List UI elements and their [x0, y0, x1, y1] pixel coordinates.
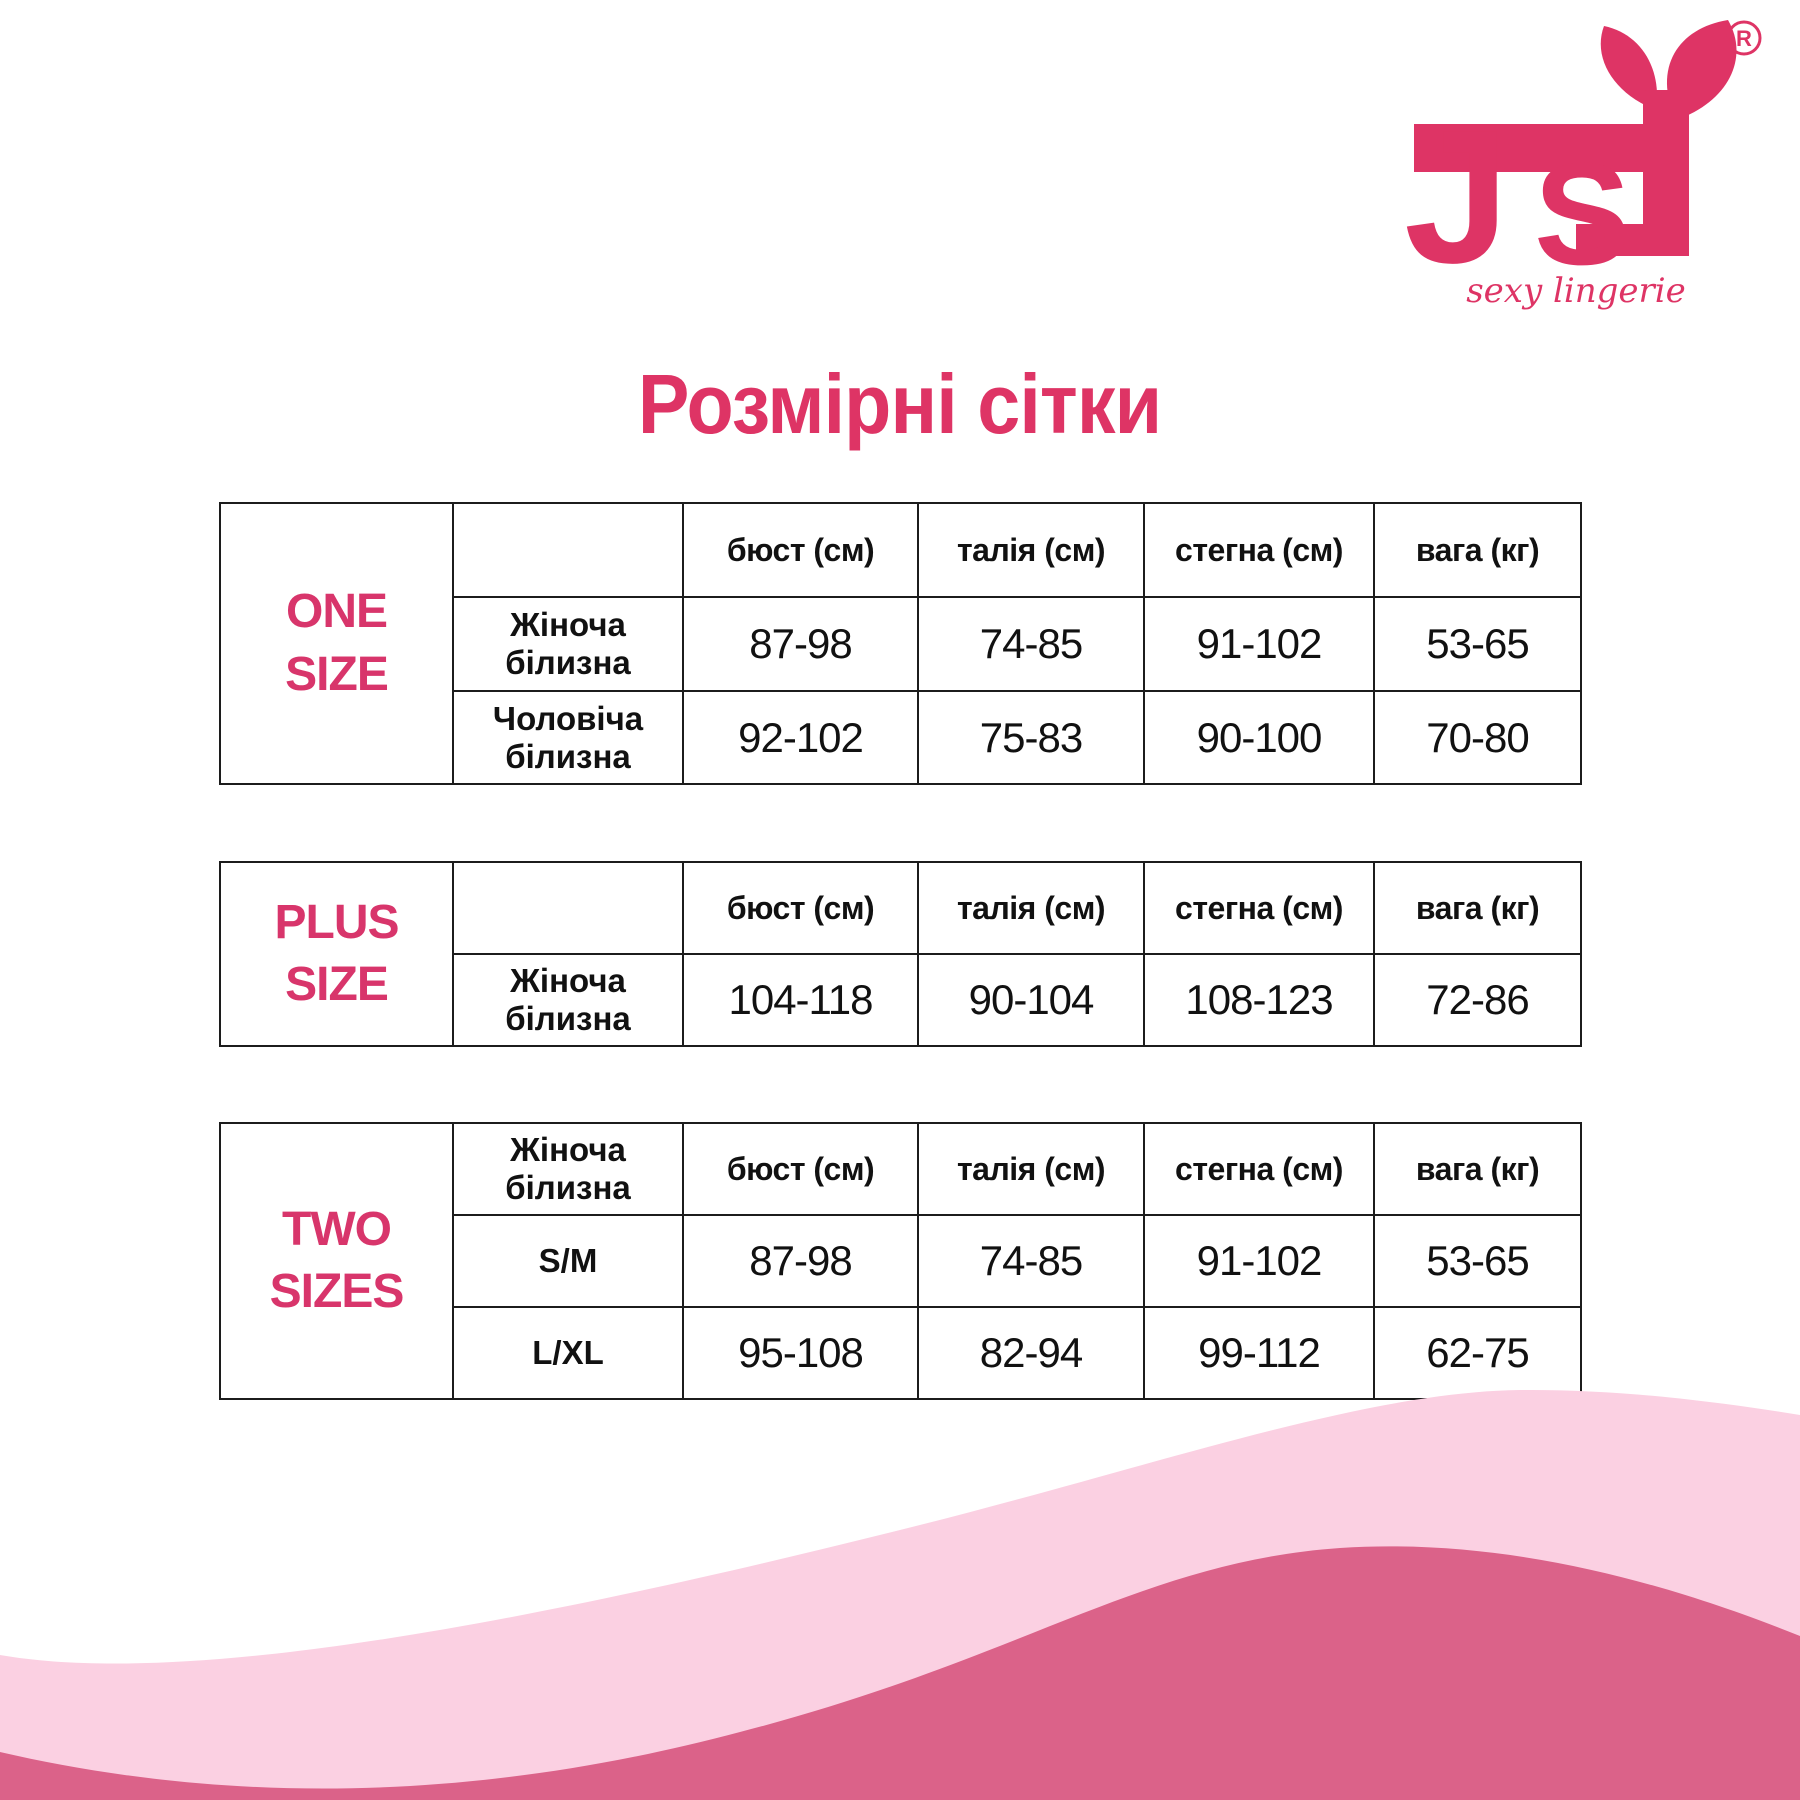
value-cell: 82-94 — [917, 1306, 1145, 1400]
value-cell: 99-112 — [1143, 1306, 1375, 1400]
row-name-cell: Жіноча білизна — [452, 953, 684, 1047]
table-header-row: TWO SIZES Жіноча білизна бюст (см) талія… — [219, 1122, 1582, 1400]
leaf-left-icon — [1600, 26, 1658, 110]
row-name-cell: Чоловіча білизна — [452, 690, 684, 785]
header-cell: талія (см) — [917, 1122, 1145, 1216]
header-cell: бюст (см) — [682, 502, 919, 598]
corner-cell: Жіноча білизна — [452, 1122, 684, 1216]
value-cell: 108-123 — [1143, 953, 1375, 1047]
header-cell: вага (кг) — [1373, 502, 1582, 598]
logo-letter-s: S — [1534, 133, 1631, 295]
value-cell: 74-85 — [917, 596, 1145, 692]
value-cell: 87-98 — [682, 1214, 919, 1308]
bottom-waves-decoration — [0, 1389, 1800, 1800]
wave-dark — [0, 1546, 1800, 1800]
logo-letter-j: J — [1404, 91, 1504, 303]
plus-size-table: PLUS SIZE бюст (см) талія (см) стегна (с… — [219, 861, 1582, 1047]
value-cell: 75-83 — [917, 690, 1145, 785]
header-cell: бюст (см) — [682, 861, 919, 955]
row-name-cell: S/M — [452, 1214, 684, 1308]
value-cell: 72-86 — [1373, 953, 1582, 1047]
value-cell: 92-102 — [682, 690, 919, 785]
registered-mark-letter: R — [1736, 26, 1752, 51]
value-cell: 91-102 — [1143, 1214, 1375, 1308]
jsy-logo: J S R sexy lingerie — [1398, 18, 1766, 314]
value-cell: 104-118 — [682, 953, 919, 1047]
header-cell: вага (кг) — [1373, 1122, 1582, 1216]
value-cell: 53-65 — [1373, 1214, 1582, 1308]
corner-cell — [452, 502, 684, 598]
table-header-row: PLUS SIZE бюст (см) талія (см) стегна (с… — [219, 861, 1582, 1047]
size-label-cell: PLUS SIZE — [219, 861, 454, 1047]
registered-mark-icon — [1726, 20, 1762, 56]
corner-cell — [452, 861, 684, 955]
header-cell: вага (кг) — [1373, 861, 1582, 955]
header-cell: стегна (см) — [1143, 1122, 1375, 1216]
header-cell: стегна (см) — [1143, 502, 1375, 598]
table-row: Жіноча білизна 87-98 74-85 91-102 53-65 — [220, 596, 1582, 692]
header-cell: стегна (см) — [1143, 861, 1375, 955]
header-cell: талія (см) — [917, 502, 1145, 598]
one-size-table: ONE SIZE бюст (см) талія (см) стегна (см… — [219, 502, 1582, 785]
header-cell: талія (см) — [917, 861, 1145, 955]
brand-tagline: sexy lingerie — [1466, 271, 1686, 311]
value-cell: 90-100 — [1143, 690, 1375, 785]
table-row: Жіноча білизна 104-118 90-104 108-123 72… — [220, 953, 1582, 1047]
row-name-cell: L/XL — [452, 1306, 684, 1400]
logo-base-bar — [1576, 224, 1689, 256]
page-title: Розмірні сітки — [637, 357, 1162, 451]
size-label-cell: ONE SIZE — [219, 502, 454, 785]
value-cell: 95-108 — [682, 1306, 919, 1400]
value-cell: 74-85 — [917, 1214, 1145, 1308]
size-label-cell: TWO SIZES — [219, 1122, 454, 1400]
table-header-row: ONE SIZE бюст (см) талія (см) стегна (см… — [219, 502, 1582, 785]
value-cell: 87-98 — [682, 596, 919, 692]
header-cell: бюст (см) — [682, 1122, 919, 1216]
value-cell: 91-102 — [1143, 596, 1375, 692]
value-cell: 90-104 — [917, 953, 1145, 1047]
row-name-cell: Жіноча білизна — [452, 596, 684, 692]
logo-y-stem — [1643, 90, 1689, 256]
jsy-logo-graphic: J S R sexy lingerie — [1404, 20, 1762, 311]
table-row: S/M 87-98 74-85 91-102 53-65 — [220, 1214, 1582, 1308]
value-cell: 70-80 — [1373, 690, 1582, 785]
table-row: Чоловіча білизна 92-102 75-83 90-100 70-… — [220, 690, 1582, 785]
value-cell: 53-65 — [1373, 596, 1582, 692]
